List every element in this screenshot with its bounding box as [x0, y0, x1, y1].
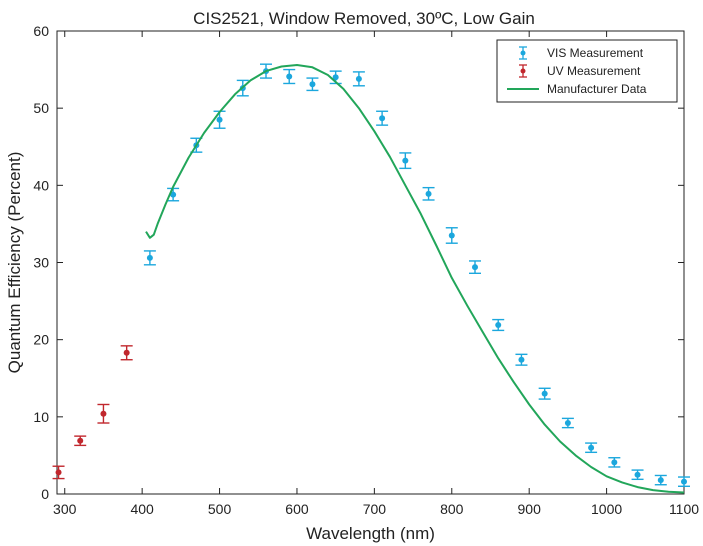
- marker: [611, 459, 618, 466]
- data-point: [515, 353, 528, 366]
- marker: [402, 157, 409, 164]
- y-tick-label: 60: [33, 23, 49, 39]
- data-point: [329, 70, 342, 85]
- marker: [448, 232, 455, 239]
- x-tick-label: 700: [363, 501, 387, 517]
- marker: [100, 410, 107, 417]
- data-point: [399, 152, 412, 170]
- marker: [55, 469, 62, 476]
- y-tick-label: 10: [33, 409, 49, 425]
- marker: [564, 420, 571, 427]
- data-point: [608, 457, 621, 468]
- x-tick-label: 500: [208, 501, 232, 517]
- data-point: [306, 77, 319, 92]
- data-point: [678, 476, 690, 487]
- chart-title: CIS2521, Window Removed, 30ºC, Low Gain: [193, 9, 535, 28]
- marker: [146, 254, 153, 261]
- x-tick-label: 900: [518, 501, 542, 517]
- marker: [518, 356, 525, 363]
- plot-area: [56, 30, 685, 495]
- legend-box: [496, 39, 678, 103]
- marker: [216, 116, 223, 123]
- data-point: [52, 465, 65, 480]
- plot-frame: [56, 30, 685, 495]
- x-tick-label: 800: [440, 501, 464, 517]
- data-point: [97, 403, 110, 424]
- x-tick-label: 300: [53, 501, 77, 517]
- data-point: [538, 387, 551, 400]
- marker: [425, 190, 432, 197]
- data-point: [561, 417, 574, 429]
- y-axis-label: Quantum Efficiency (Percent): [5, 152, 24, 374]
- legend-entry: Manufacturer Data: [507, 82, 647, 96]
- legend-label: Manufacturer Data: [547, 82, 647, 96]
- axis-ticks: 300 400 500 600 700 800 900 1000 1100 0 10 20 30 40 50…: [33, 23, 699, 517]
- marker: [588, 444, 595, 451]
- y-tick-label: 20: [33, 332, 49, 348]
- legend: VIS Measurement UV Measurement Manufacture…: [496, 39, 678, 103]
- data-point: [376, 110, 389, 126]
- data-point: [585, 442, 598, 454]
- y-tick-label: 50: [33, 100, 49, 116]
- data-point: [631, 469, 644, 481]
- series-manufacturer-data: [145, 64, 685, 494]
- marker: [657, 477, 664, 484]
- x-axis-label: Wavelength (nm): [306, 524, 435, 543]
- data-point: [120, 345, 133, 361]
- x-tick-label: 1000: [591, 501, 622, 517]
- series-vis-measurement: [143, 63, 690, 487]
- legend-marker: [520, 50, 526, 56]
- legend-entries: VIS Measurement UV Measurement Manufacture…: [507, 46, 647, 96]
- marker: [77, 437, 84, 444]
- marker: [170, 191, 177, 198]
- data-point: [352, 71, 365, 87]
- y-tick-label: 40: [33, 177, 49, 193]
- marker: [309, 81, 316, 88]
- marker: [332, 74, 339, 81]
- marker: [123, 349, 130, 356]
- y-tick-label: 30: [33, 255, 49, 271]
- data-point: [74, 435, 87, 447]
- y-tick-label: 0: [41, 486, 49, 502]
- data-point: [492, 318, 505, 332]
- marker: [681, 478, 687, 485]
- marker: [472, 264, 478, 271]
- x-tick-label: 400: [130, 501, 154, 517]
- marker: [634, 471, 641, 478]
- data-point: [469, 260, 481, 275]
- marker: [541, 390, 548, 397]
- marker: [379, 115, 386, 122]
- marker: [355, 75, 362, 82]
- legend-entry: UV Measurement: [519, 64, 641, 78]
- data-point: [422, 186, 435, 201]
- legend-label: UV Measurement: [547, 64, 641, 78]
- x-tick-label: 1100: [669, 501, 699, 517]
- x-tick-label: 600: [285, 501, 309, 517]
- data-point: [283, 68, 296, 85]
- data-point: [143, 250, 156, 266]
- legend-marker: [520, 68, 526, 74]
- data-point: [654, 474, 667, 486]
- data-point: [167, 187, 180, 202]
- manufacturer-line: [145, 64, 685, 494]
- marker: [286, 73, 293, 80]
- marker: [495, 322, 502, 329]
- data-point: [445, 227, 458, 244]
- legend-entry: VIS Measurement: [519, 46, 644, 60]
- legend-label: VIS Measurement: [547, 46, 644, 60]
- series-uv-measurement: [52, 345, 133, 480]
- series-layer: [52, 63, 690, 494]
